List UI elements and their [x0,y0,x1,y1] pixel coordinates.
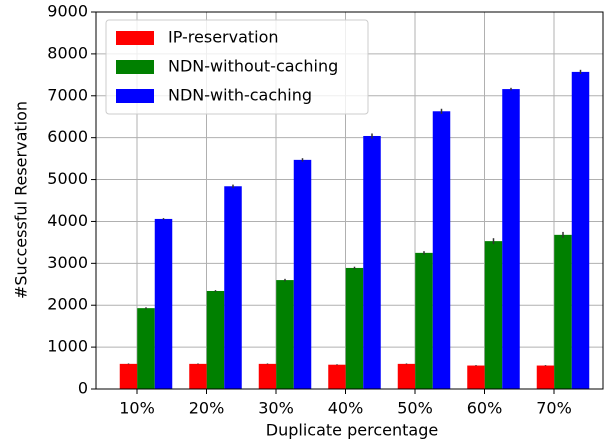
bar [484,241,503,389]
x-tick-label: 50% [397,399,433,418]
y-tick-label: 1000 [47,337,88,356]
bar [554,234,572,389]
bar [415,252,433,389]
bar [467,365,485,389]
bar [571,71,590,389]
x-tick-label: 20% [189,399,225,418]
y-tick-label: 0 [78,379,88,398]
bar [137,308,155,389]
bar [293,159,312,389]
bar [189,363,207,389]
bar [363,135,381,389]
bar [536,365,555,389]
legend-label: NDN-with-caching [168,86,312,105]
x-tick-label: 70% [536,399,572,418]
x-axis-label: Duplicate percentage [266,421,438,440]
y-tick-label: 7000 [47,85,88,104]
bar [119,363,138,389]
x-tick-label: 10% [119,399,155,418]
x-tick-label: 60% [467,399,503,418]
plot-frame [95,11,604,390]
y-tick-label: 6000 [47,127,88,146]
x-tick-label: 40% [328,399,364,418]
legend-swatch [116,60,154,74]
legend-label: IP-reservation [168,28,279,47]
y-tick-label: 5000 [47,169,88,188]
x-tick-label: 30% [258,399,294,418]
y-tick-label: 3000 [47,253,88,272]
bar [345,267,364,389]
y-tick-label: 9000 [47,2,88,21]
legend-box [105,19,369,115]
y-tick-label: 8000 [47,43,88,62]
bar [154,218,173,389]
bar [397,363,416,389]
bar [432,111,451,389]
bar [328,364,346,389]
legend-label: NDN-without-caching [168,57,338,76]
bar [224,186,242,389]
y-tick-label: 2000 [47,295,88,314]
bar [258,363,277,389]
bar [206,290,225,389]
y-axis-label: #Successful Reservation [12,101,31,299]
bar [276,280,294,389]
legend-swatch [116,31,154,45]
y-tick-label: 4000 [47,211,88,230]
bar [502,89,520,389]
legend-swatch [116,89,154,103]
